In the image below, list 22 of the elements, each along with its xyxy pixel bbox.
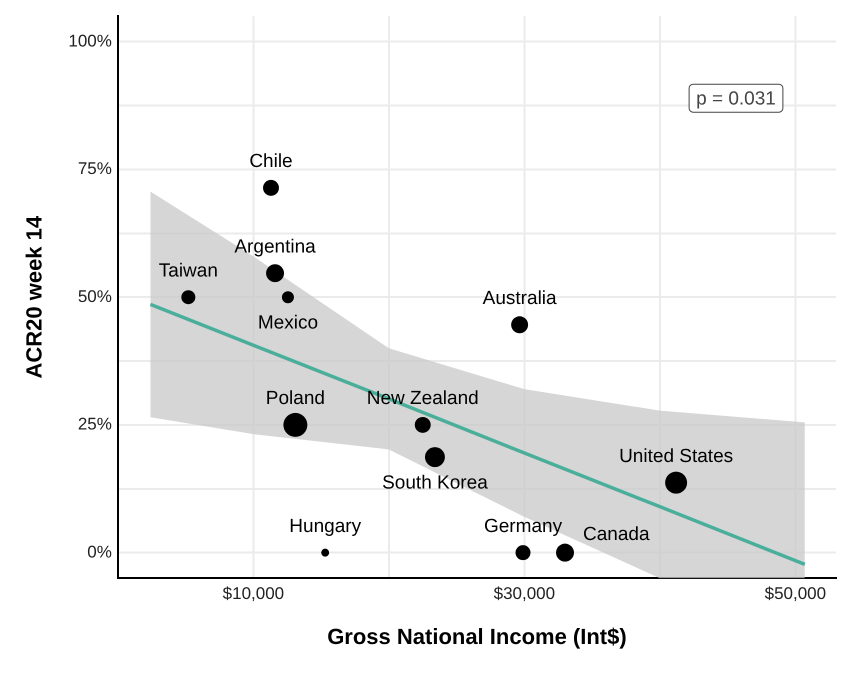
y-tick-label: 25% bbox=[78, 414, 112, 434]
annotation: p = 0.031 bbox=[696, 88, 776, 110]
annotation: Argentina bbox=[234, 236, 316, 258]
annotation: Taiwan bbox=[158, 260, 218, 282]
x-axis-title: Gross National Income (Int$) bbox=[327, 624, 627, 649]
x-tick-label: $10,000 bbox=[222, 584, 284, 604]
y-axis-title: ACR20 week 14 bbox=[21, 215, 46, 379]
annotation: Chile bbox=[249, 151, 293, 172]
y-tick-label: 100% bbox=[68, 31, 112, 50]
annotation: Germany bbox=[484, 516, 563, 537]
y-tick-label: 50% bbox=[78, 286, 112, 306]
annotation: South Korea bbox=[382, 472, 488, 494]
annotation: Poland bbox=[266, 388, 325, 410]
annotation: Australia bbox=[482, 288, 558, 310]
annotation: Canada bbox=[583, 524, 650, 545]
y-tick-label: 75% bbox=[78, 159, 112, 178]
x-tick-label: $50,000 bbox=[764, 584, 826, 604]
annotation: Hungary bbox=[289, 516, 362, 537]
x-tick-label: $30,000 bbox=[494, 584, 556, 604]
annotation: United States bbox=[619, 446, 734, 467]
annotation: Mexico bbox=[258, 312, 318, 334]
y-tick-label: 0% bbox=[87, 542, 112, 562]
